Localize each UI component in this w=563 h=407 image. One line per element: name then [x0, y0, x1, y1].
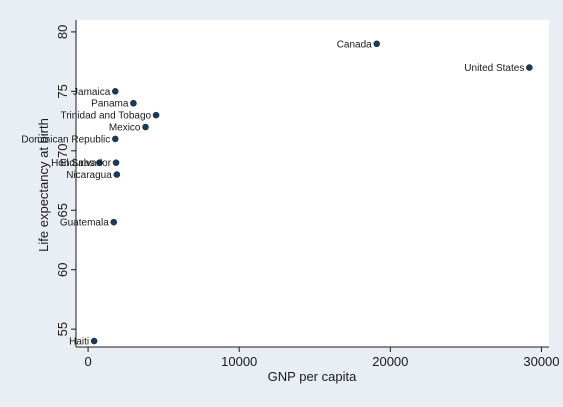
data-point-label: Haiti — [69, 337, 89, 348]
y-tick-label: 70 — [55, 144, 70, 158]
data-point-label: Honduras — [51, 158, 94, 169]
data-point — [152, 111, 160, 119]
data-point — [96, 159, 103, 166]
x-axis-title: GNP per capita — [268, 369, 357, 384]
data-point-label: Panama — [91, 99, 129, 110]
data-labels: Canada United States JamaicaPanamaTrinidad… — [21, 39, 524, 347]
y-tick-label: 75 — [55, 84, 70, 98]
data-point — [90, 337, 98, 345]
data-point — [130, 99, 137, 107]
x-axis-ticks: 0 10000 20000 30000 — [84, 347, 560, 369]
data-point-label: Trinidad and Tobago — [60, 111, 151, 122]
data-points — [90, 40, 533, 345]
data-point-label: Canada — [337, 39, 372, 50]
y-axis-title: Life expectancy at birth — [36, 118, 51, 252]
y-axis-ticks: 55 60 65 70 75 80 — [55, 25, 76, 336]
data-point — [111, 135, 119, 143]
plot-area — [76, 20, 549, 347]
x-tick-label: 0 — [84, 354, 91, 369]
y-tick-label: 55 — [55, 322, 70, 336]
data-point — [526, 64, 533, 71]
data-point-label: Nicaragua — [66, 170, 112, 181]
data-point-label: Mexico — [109, 123, 141, 134]
data-point — [112, 159, 120, 166]
x-tick-label: 20000 — [372, 354, 408, 369]
data-point — [373, 40, 381, 48]
data-point — [113, 171, 121, 178]
y-tick-label: 65 — [55, 203, 70, 217]
data-point-label: Dominican Republic — [21, 134, 110, 145]
data-point — [111, 88, 119, 95]
data-point-label: Guatemala — [60, 218, 109, 229]
x-tick-label: 10000 — [221, 354, 257, 369]
y-tick-label: 80 — [55, 25, 70, 39]
data-point-label: United States — [464, 63, 524, 74]
data-point-label: El Salvador — [60, 158, 112, 169]
y-tick-label: 60 — [55, 262, 70, 276]
data-point — [110, 218, 118, 226]
data-point — [142, 123, 149, 131]
x-tick-label: 30000 — [523, 354, 559, 369]
data-point-label: Jamaica — [73, 87, 111, 98]
